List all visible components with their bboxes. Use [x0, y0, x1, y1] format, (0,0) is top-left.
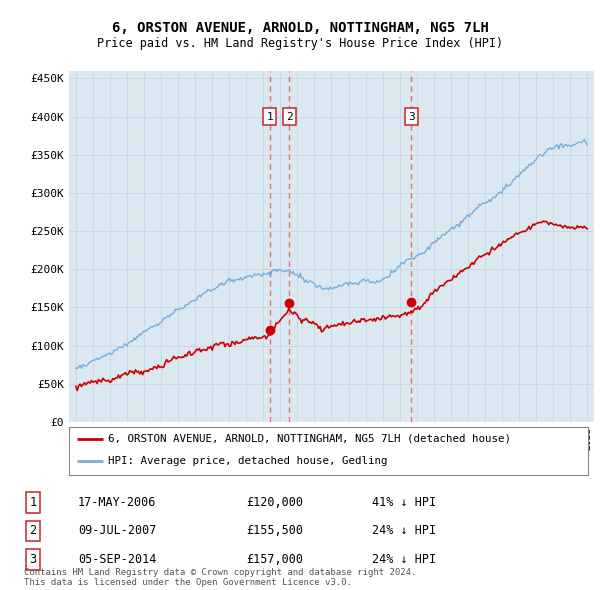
Text: Contains HM Land Registry data © Crown copyright and database right 2024.
This d: Contains HM Land Registry data © Crown c… — [24, 568, 416, 587]
Text: 24% ↓ HPI: 24% ↓ HPI — [372, 525, 436, 537]
Text: Price paid vs. HM Land Registry's House Price Index (HPI): Price paid vs. HM Land Registry's House … — [97, 37, 503, 50]
Text: £157,000: £157,000 — [246, 553, 303, 566]
Text: 2: 2 — [29, 525, 37, 537]
Text: £120,000: £120,000 — [246, 496, 303, 509]
Text: £155,500: £155,500 — [246, 525, 303, 537]
Text: 41% ↓ HPI: 41% ↓ HPI — [372, 496, 436, 509]
Text: 6, ORSTON AVENUE, ARNOLD, NOTTINGHAM, NG5 7LH: 6, ORSTON AVENUE, ARNOLD, NOTTINGHAM, NG… — [112, 21, 488, 35]
Text: 6, ORSTON AVENUE, ARNOLD, NOTTINGHAM, NG5 7LH (detached house): 6, ORSTON AVENUE, ARNOLD, NOTTINGHAM, NG… — [108, 434, 511, 444]
Text: 2: 2 — [286, 112, 293, 122]
Text: 09-JUL-2007: 09-JUL-2007 — [78, 525, 157, 537]
Text: 05-SEP-2014: 05-SEP-2014 — [78, 553, 157, 566]
Text: 3: 3 — [408, 112, 415, 122]
Text: 3: 3 — [29, 553, 37, 566]
Text: HPI: Average price, detached house, Gedling: HPI: Average price, detached house, Gedl… — [108, 457, 388, 467]
Text: 17-MAY-2006: 17-MAY-2006 — [78, 496, 157, 509]
Text: 1: 1 — [29, 496, 37, 509]
Text: 1: 1 — [266, 112, 273, 122]
Text: 24% ↓ HPI: 24% ↓ HPI — [372, 553, 436, 566]
